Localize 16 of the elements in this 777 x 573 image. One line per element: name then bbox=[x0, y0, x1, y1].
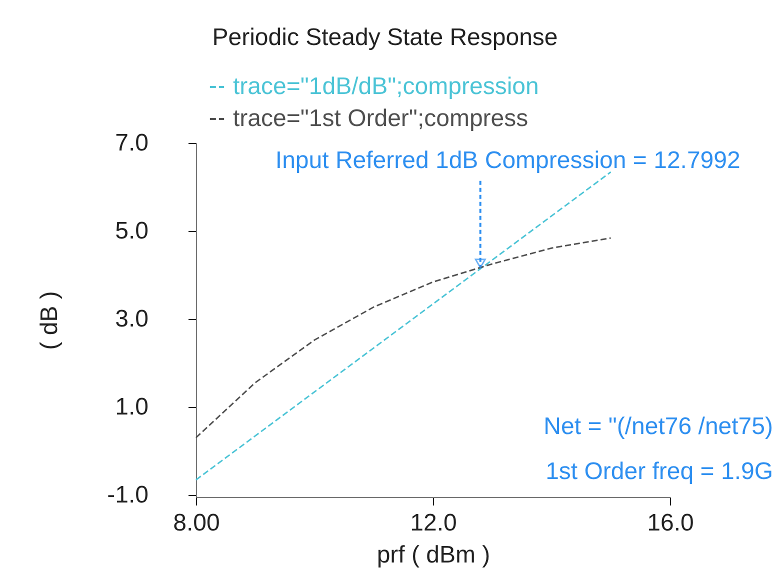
y-tick-label: 3.0 bbox=[115, 305, 148, 332]
chart-title: Periodic Steady State Response bbox=[212, 24, 558, 51]
annotation: Input Referred 1dB Compression = 12.7992 bbox=[275, 147, 740, 174]
legend-label: trace="1st Order";compress bbox=[233, 105, 528, 132]
y-tick-label: 5.0 bbox=[115, 217, 148, 244]
y-tick-label: -1.0 bbox=[107, 481, 148, 508]
y-tick-label: 7.0 bbox=[115, 130, 148, 156]
y-axis-title: ( dB ) bbox=[36, 291, 64, 350]
x-tick-label: 12.0 bbox=[410, 510, 457, 536]
legend-label: trace="1dB/dB";compression bbox=[233, 73, 539, 100]
annotation: 1st Order freq = 1.9G bbox=[546, 458, 773, 485]
annotation: Net = "(/net76 /net75) bbox=[544, 413, 773, 440]
x-tick-label: 16.0 bbox=[647, 510, 694, 536]
y-tick-label: 1.0 bbox=[115, 393, 148, 420]
x-tick-label: 8.00 bbox=[173, 510, 220, 536]
x-axis-title: prf ( dBm ) bbox=[376, 542, 490, 568]
